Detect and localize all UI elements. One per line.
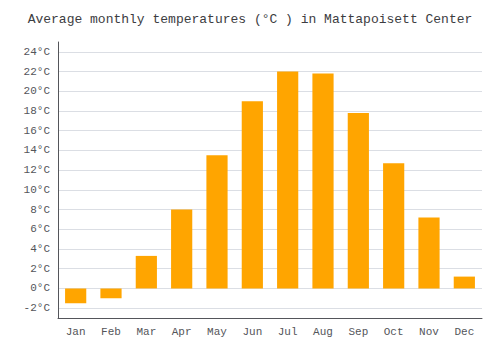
svg-text:0°C: 0°C	[30, 282, 50, 294]
svg-text:2°C: 2°C	[30, 263, 50, 275]
svg-text:Mar: Mar	[136, 326, 156, 338]
svg-text:Nov: Nov	[419, 326, 439, 338]
svg-text:Sep: Sep	[348, 326, 368, 338]
svg-text:14°C: 14°C	[24, 144, 51, 156]
svg-text:6°C: 6°C	[30, 223, 50, 235]
svg-text:20°C: 20°C	[24, 85, 51, 97]
svg-text:Jan: Jan	[66, 326, 86, 338]
svg-text:Dec: Dec	[454, 326, 474, 338]
svg-text:22°C: 22°C	[24, 66, 51, 78]
svg-text:Jul: Jul	[278, 326, 298, 338]
svg-text:Jun: Jun	[242, 326, 262, 338]
svg-text:16°C: 16°C	[24, 125, 51, 137]
svg-text:8°C: 8°C	[30, 204, 50, 216]
svg-text:May: May	[207, 326, 227, 338]
svg-text:18°C: 18°C	[24, 105, 51, 117]
svg-text:4°C: 4°C	[30, 243, 50, 255]
svg-text:10°C: 10°C	[24, 184, 51, 196]
svg-text:Apr: Apr	[172, 326, 192, 338]
svg-text:Oct: Oct	[384, 326, 404, 338]
svg-text:-2°C: -2°C	[24, 302, 51, 314]
svg-text:Feb: Feb	[101, 326, 121, 338]
svg-text:Aug: Aug	[313, 326, 333, 338]
svg-text:12°C: 12°C	[24, 164, 51, 176]
svg-text:24°C: 24°C	[24, 46, 51, 58]
svg-text:Average monthly temperatures (: Average monthly temperatures (°C ) in Ma…	[28, 12, 473, 27]
